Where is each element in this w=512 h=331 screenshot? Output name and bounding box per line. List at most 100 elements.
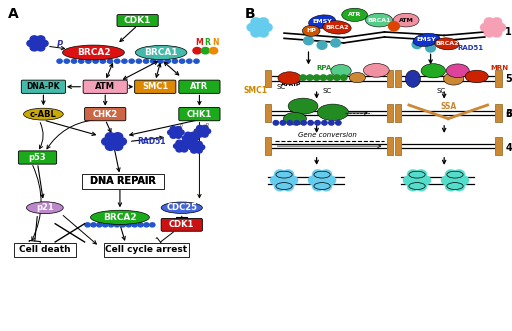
Circle shape — [190, 139, 196, 144]
FancyBboxPatch shape — [495, 137, 502, 155]
Circle shape — [122, 59, 127, 63]
Text: P: P — [194, 129, 197, 134]
Circle shape — [191, 141, 197, 146]
Ellipse shape — [278, 72, 301, 84]
Circle shape — [488, 24, 498, 31]
Circle shape — [407, 169, 419, 179]
Circle shape — [129, 59, 134, 63]
Text: ATM: ATM — [95, 82, 115, 91]
Circle shape — [136, 59, 141, 63]
Circle shape — [255, 24, 264, 31]
Circle shape — [322, 120, 327, 125]
Circle shape — [415, 169, 427, 179]
Circle shape — [97, 223, 102, 227]
Ellipse shape — [342, 8, 368, 22]
Circle shape — [324, 175, 336, 185]
Circle shape — [307, 75, 313, 80]
Circle shape — [419, 175, 431, 185]
Ellipse shape — [393, 13, 419, 27]
Circle shape — [150, 223, 155, 227]
FancyBboxPatch shape — [22, 80, 66, 93]
FancyBboxPatch shape — [395, 70, 401, 87]
Circle shape — [439, 40, 449, 49]
Circle shape — [185, 132, 191, 137]
Ellipse shape — [465, 70, 488, 83]
Circle shape — [179, 59, 185, 63]
Circle shape — [250, 17, 261, 26]
Circle shape — [415, 181, 427, 191]
Circle shape — [320, 169, 332, 179]
Ellipse shape — [413, 33, 440, 46]
Circle shape — [329, 120, 334, 125]
Circle shape — [412, 40, 422, 49]
Ellipse shape — [303, 25, 320, 36]
Circle shape — [30, 45, 38, 51]
Circle shape — [315, 120, 320, 125]
Text: ATR: ATR — [348, 12, 361, 17]
Circle shape — [71, 59, 77, 63]
Circle shape — [312, 169, 324, 179]
Circle shape — [300, 75, 306, 80]
Circle shape — [194, 129, 201, 134]
Circle shape — [178, 130, 184, 135]
Circle shape — [120, 223, 125, 227]
Circle shape — [188, 145, 195, 150]
Circle shape — [27, 40, 35, 47]
Circle shape — [190, 132, 196, 137]
Circle shape — [109, 223, 114, 227]
Circle shape — [262, 23, 273, 32]
FancyBboxPatch shape — [265, 137, 271, 155]
Circle shape — [484, 28, 495, 37]
Ellipse shape — [309, 15, 335, 28]
Text: A: A — [8, 7, 19, 21]
Circle shape — [175, 133, 182, 138]
Circle shape — [185, 139, 191, 144]
Circle shape — [247, 23, 258, 32]
Circle shape — [37, 36, 45, 42]
Ellipse shape — [349, 72, 366, 83]
Circle shape — [197, 132, 203, 137]
Text: BRCA1: BRCA1 — [367, 18, 391, 23]
Circle shape — [138, 223, 143, 227]
Circle shape — [312, 181, 324, 191]
Circle shape — [102, 138, 112, 145]
Text: SMC1: SMC1 — [243, 86, 267, 95]
Circle shape — [170, 126, 177, 131]
Circle shape — [492, 28, 502, 37]
Ellipse shape — [24, 108, 63, 120]
Ellipse shape — [135, 45, 187, 60]
Circle shape — [331, 39, 340, 47]
FancyBboxPatch shape — [387, 137, 393, 155]
Circle shape — [105, 133, 115, 140]
Ellipse shape — [91, 210, 150, 224]
Text: ATR: ATR — [190, 82, 208, 91]
Text: SC: SC — [277, 84, 286, 90]
Circle shape — [320, 181, 332, 191]
FancyBboxPatch shape — [387, 70, 393, 87]
Circle shape — [57, 59, 62, 63]
Text: P: P — [57, 40, 63, 49]
Text: 4: 4 — [505, 143, 512, 153]
Circle shape — [282, 181, 294, 191]
Text: M: M — [195, 37, 203, 47]
Circle shape — [304, 36, 313, 45]
Circle shape — [116, 138, 126, 145]
Ellipse shape — [317, 104, 349, 120]
Circle shape — [209, 47, 218, 54]
FancyBboxPatch shape — [83, 175, 163, 187]
Text: RAD51: RAD51 — [138, 137, 166, 146]
Circle shape — [193, 136, 199, 141]
Circle shape — [151, 59, 156, 63]
Text: SC: SC — [323, 88, 332, 94]
Circle shape — [132, 223, 137, 227]
Circle shape — [484, 17, 495, 26]
Circle shape — [181, 147, 187, 152]
Circle shape — [445, 169, 457, 179]
Circle shape — [403, 175, 415, 185]
Circle shape — [196, 148, 202, 153]
Ellipse shape — [62, 45, 124, 60]
FancyBboxPatch shape — [495, 70, 502, 87]
Ellipse shape — [27, 202, 63, 214]
Text: EMSY: EMSY — [417, 37, 436, 42]
Circle shape — [85, 223, 90, 227]
